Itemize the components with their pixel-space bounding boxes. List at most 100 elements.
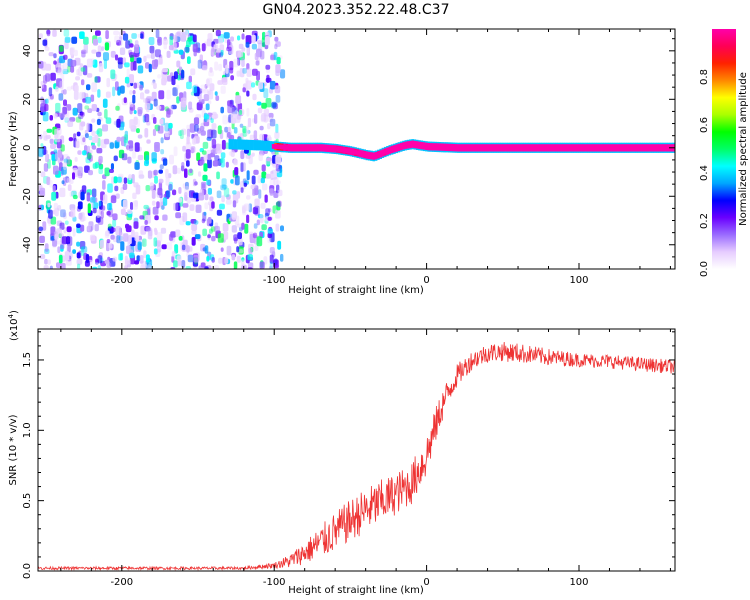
noise-cell: [138, 170, 144, 177]
noise-cell: [260, 50, 265, 60]
noise-cell: [229, 67, 234, 74]
noise-cell: [227, 126, 231, 132]
noise-cell: [211, 114, 215, 119]
carrier-cell: [425, 145, 428, 148]
noise-cell: [60, 209, 66, 218]
noise-cell: [102, 98, 108, 108]
noise-cell: [253, 169, 259, 175]
carrier-cell: [482, 146, 485, 149]
noise-cell: [277, 200, 282, 207]
noise-cell: [246, 63, 250, 70]
noise-cell: [186, 128, 191, 138]
noise-cell: [280, 69, 286, 79]
noise-cell: [220, 247, 224, 252]
carrier-cell: [244, 139, 248, 150]
noise-cell: [79, 91, 85, 100]
noise-cell: [233, 159, 238, 166]
carrier-cell: [381, 151, 385, 155]
carrier-cell: [466, 146, 469, 149]
noise-cell: [119, 36, 123, 46]
noise-cell: [129, 43, 134, 48]
carrier-cell: [537, 146, 540, 149]
noise-cell: [227, 116, 231, 124]
noise-cell: [48, 87, 53, 97]
noise-cell: [170, 231, 176, 238]
carrier-cell: [559, 146, 563, 149]
noise-cell: [54, 233, 59, 241]
noise-cell: [220, 152, 226, 159]
noise-cell: [78, 212, 83, 220]
noise-cell: [53, 60, 57, 65]
noise-cell: [110, 195, 117, 204]
carrier-cell: [461, 146, 465, 149]
carrier-cell: [402, 144, 405, 147]
noise-cell: [125, 40, 131, 49]
noise-cell: [43, 75, 48, 84]
noise-cell: [123, 33, 129, 41]
noise-cell: [154, 215, 159, 221]
noise-cell: [148, 63, 152, 73]
noise-cell: [86, 84, 91, 91]
noise-cell: [185, 266, 191, 269]
noise-cell: [139, 215, 145, 220]
noise-cell: [207, 187, 212, 195]
x-tick-label: -200: [110, 577, 133, 588]
noise-cell: [166, 268, 171, 269]
noise-cell: [160, 149, 165, 155]
noise-cell: [179, 129, 184, 140]
noise-cell: [86, 145, 90, 152]
noise-cell: [201, 218, 206, 224]
noise-cell: [214, 222, 219, 230]
noise-cell: [86, 192, 91, 202]
noise-cell: [60, 243, 65, 250]
noise-cell: [207, 129, 213, 139]
noise-cell: [88, 135, 93, 141]
carrier-cell: [317, 146, 321, 149]
noise-cell: [215, 29, 221, 37]
noise-cell: [49, 138, 54, 144]
carrier-cell: [342, 149, 346, 152]
noise-cell: [240, 187, 244, 193]
noise-cell: [137, 109, 142, 117]
carrier-cell: [582, 146, 586, 149]
noise-cell: [71, 36, 78, 44]
noise-cell: [184, 47, 190, 53]
noise-cell: [203, 211, 207, 216]
noise-cell: [91, 49, 97, 54]
noise-cell: [240, 150, 245, 160]
noise-cell: [154, 142, 160, 152]
noise-cell: [155, 29, 160, 39]
spectrogram-carrier: [228, 139, 675, 162]
spectrogram-frame: [37, 28, 676, 270]
noise-cell: [65, 258, 72, 266]
carrier-cell: [324, 146, 328, 150]
noise-cell: [99, 239, 104, 249]
noise-cell: [205, 103, 210, 111]
carrier-cell: [278, 145, 282, 149]
noise-cell: [117, 62, 123, 69]
carrier-cell: [516, 146, 520, 149]
noise-cell: [220, 106, 224, 114]
carrier-cell: [495, 146, 499, 149]
noise-cell: [230, 150, 235, 157]
noise-cell: [148, 37, 155, 45]
carrier-cell: [539, 146, 542, 149]
noise-cell: [251, 82, 256, 88]
noise-cell: [61, 262, 66, 269]
noise-cell: [72, 249, 76, 254]
noise-cell: [227, 104, 233, 114]
noise-cell: [254, 198, 260, 208]
noise-cell: [227, 131, 231, 138]
noise-cell: [226, 245, 232, 256]
carrier-cell: [322, 146, 325, 150]
noise-cell: [245, 35, 252, 45]
noise-cell: [45, 98, 49, 104]
carrier-cell: [374, 154, 378, 157]
noise-cell: [157, 125, 164, 134]
noise-cell: [123, 177, 128, 184]
noise-cell: [186, 124, 190, 130]
carrier-cell: [470, 146, 474, 149]
noise-cell: [147, 264, 152, 269]
noise-cell: [149, 182, 155, 190]
noise-cell: [274, 168, 280, 173]
